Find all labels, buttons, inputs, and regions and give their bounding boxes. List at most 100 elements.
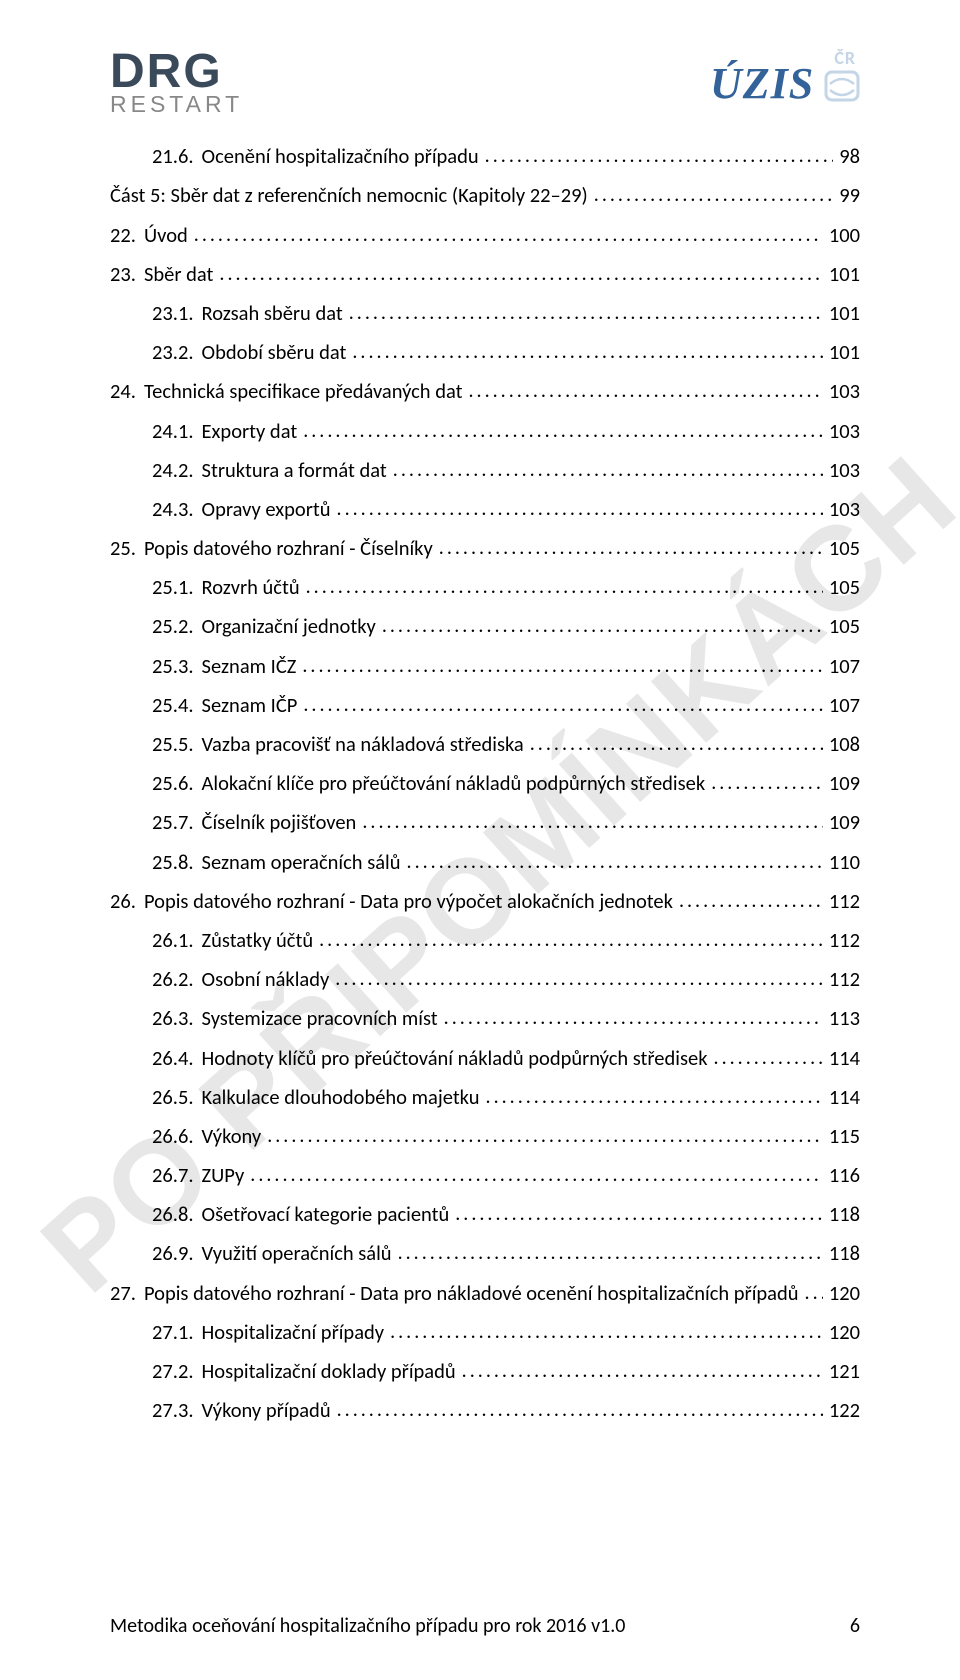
toc-entry-number: 22. (110, 225, 136, 246)
toc-leader-dots (302, 655, 822, 676)
toc-entry-number: 25.8. (152, 852, 194, 873)
toc-entry[interactable]: Část 5: Sběr dat z referenčních nemocnic… (110, 185, 860, 206)
toc-entry-page: 122 (829, 1400, 860, 1421)
toc-entry-page: 98 (839, 146, 860, 167)
toc-entry[interactable]: 22.Úvod100 (110, 225, 860, 246)
toc-entry-title: Systemizace pracovních míst (202, 1008, 438, 1029)
toc-entry-number: 25.4. (152, 695, 194, 716)
toc-entry-page: 118 (829, 1243, 860, 1264)
logo-restart-text: RESTART (110, 91, 243, 118)
logo-uzis-cr: ČR (834, 47, 856, 69)
toc-entry-page: 103 (829, 381, 860, 402)
logo-drg-restart: DRG RESTART (110, 50, 243, 118)
toc-entry[interactable]: 25.6. Alokační klíče pro přeúčtování nákl… (152, 773, 860, 794)
toc-leader-dots (306, 576, 823, 597)
toc-entry-title: Vazba pracovišť na nákladová střediska (202, 734, 524, 755)
toc-entry-page: 110 (829, 852, 860, 873)
toc-entry-page: 105 (829, 538, 860, 559)
toc-leader-dots (485, 145, 834, 166)
toc-entry-number: 27.2. (152, 1361, 194, 1382)
toc-entry-page: 120 (829, 1322, 860, 1343)
toc-entry-number: 25.5. (152, 734, 194, 755)
toc-entry[interactable]: 24.Technická specifikace předávaných dat… (110, 381, 860, 402)
toc-leader-dots (250, 1164, 823, 1185)
toc-entry[interactable]: 26.6.Výkony115 (152, 1126, 860, 1147)
toc-entry[interactable]: 26.4.Hodnoty klíčů pro přeúčtování nákla… (152, 1048, 860, 1069)
toc-leader-dots (468, 380, 822, 401)
toc-entry[interactable]: 25.5. Vazba pracovišť na nákladová středi… (152, 734, 860, 755)
toc-entry[interactable]: 26.8.Ošetřovací kategorie pacientů118 (152, 1204, 860, 1225)
toc-entry[interactable]: 23.1.Rozsah sběru dat101 (152, 303, 860, 324)
toc-entry-page: 100 (829, 225, 860, 246)
toc-entry-number: 26.2. (152, 969, 194, 990)
toc-entry-title: Výkony případů (202, 1400, 331, 1421)
toc-leader-dots (382, 615, 823, 636)
toc-entry-title: Kalkulace dlouhodobého majetku (202, 1087, 480, 1108)
toc-entry-title: Využití operačních sálů (202, 1243, 392, 1264)
toc-leader-dots (194, 224, 823, 245)
toc-leader-dots (462, 1360, 823, 1381)
toc-entry[interactable]: 23.2.Období sběru dat101 (152, 342, 860, 363)
toc-entry[interactable]: 25.Popis datového rozhraní - Číselníky10… (110, 538, 860, 559)
toc-entry-number: 26.5. (152, 1087, 194, 1108)
toc-entry-number: 24.2. (152, 460, 194, 481)
toc-entry-page: 114 (829, 1087, 860, 1108)
toc-leader-dots (303, 694, 822, 715)
toc-entry-number: 25.1. (152, 577, 194, 598)
toc-entry[interactable]: 26.Popis datového rozhraní - Data pro vý… (110, 891, 860, 912)
toc-entry[interactable]: 26.7.ZUPy116 (152, 1165, 860, 1186)
toc-entry[interactable]: 27.2.Hospitalizační doklady případů121 (152, 1361, 860, 1382)
toc-entry-title: Výkony (202, 1126, 262, 1147)
toc-entry-page: 101 (829, 342, 860, 363)
toc-entry-title: Organizační jednotky (202, 616, 376, 637)
toc-entry[interactable]: 26.5. Kalkulace dlouhodobého majetku 114 (152, 1087, 860, 1108)
toc-entry[interactable]: 26.9.Využití operačních sálů118 (152, 1243, 860, 1264)
toc-entry-number: 23. (110, 264, 136, 285)
toc-entry-page: 116 (829, 1165, 860, 1186)
toc-leader-dots (267, 1125, 823, 1146)
toc-leader-dots (393, 459, 823, 480)
toc-entry[interactable]: 25.8. Seznam operačních sálů 110 (152, 852, 860, 873)
toc-leader-dots (486, 1086, 823, 1107)
logo-uzis: ČR ÚZIS (710, 50, 860, 112)
toc-leader-dots (319, 929, 823, 950)
toc-entry-number: 23.1. (152, 303, 194, 324)
uzis-emblem-icon (824, 68, 860, 104)
toc-entry-number: 25.2. (152, 616, 194, 637)
toc-entry-title: Seznam operačních sálů (202, 852, 401, 873)
toc-entry[interactable]: 23.Sběr dat101 (110, 264, 860, 285)
toc-entry[interactable]: 21.6.Ocenění hospitalizačního případu98 (152, 146, 860, 167)
toc-entry-title: Sběr dat (144, 264, 213, 285)
toc-entry[interactable]: 26.2.Osobní náklady112 (152, 969, 860, 990)
toc-entry[interactable]: 25.1.Rozvrh účtů105 (152, 577, 860, 598)
toc-leader-dots (362, 811, 822, 832)
document-page: PO PŘIPOMÍNKÁCH DRG RESTART ČR ÚZIS 21.6… (0, 0, 960, 1680)
toc-entry[interactable]: 25.4. Seznam IČP 107 (152, 695, 860, 716)
toc-entry-number: 26.3. (152, 1008, 194, 1029)
toc-entry[interactable]: 25.3.Seznam IČZ107 (152, 656, 860, 677)
toc-entry-page: 107 (829, 695, 860, 716)
toc-entry[interactable]: 27.1.Hospitalizační případy120 (152, 1322, 860, 1343)
toc-entry-number: 26.7. (152, 1165, 194, 1186)
toc-entry[interactable]: 26.1.Zůstatky účtů112 (152, 930, 860, 951)
toc-entry-title: Zůstatky účtů (202, 930, 314, 951)
toc-entry-number: 27.1. (152, 1322, 194, 1343)
toc-entry[interactable]: 24.3.Opravy exportů103 (152, 499, 860, 520)
toc-entry-title: Seznam IČP (202, 695, 298, 716)
toc-entry-number: 25.6. (152, 773, 194, 794)
toc-entry[interactable]: 27.3.Výkony případů122 (152, 1400, 860, 1421)
toc-entry[interactable]: 24.1.Exporty dat103 (152, 421, 860, 442)
toc-entry[interactable]: 27.Popis datového rozhraní - Data pro ná… (110, 1283, 860, 1304)
toc-entry-title: Alokační klíče pro přeúčtování nákladů p… (202, 773, 706, 794)
toc-entry-number: 26.4. (152, 1048, 194, 1069)
toc-entry-title: Popis datového rozhraní - Data pro výpoč… (144, 891, 673, 912)
toc-entry[interactable]: 25.7.Číselník pojišťoven109 (152, 812, 860, 833)
toc-entry[interactable]: 26.3.Systemizace pracovních míst113 (152, 1008, 860, 1029)
toc-entry-page: 109 (829, 773, 860, 794)
toc-entry[interactable]: 25.2.Organizační jednotky105 (152, 616, 860, 637)
toc-entry-title: Popis datového rozhraní - Data pro nákla… (144, 1283, 799, 1304)
toc-entry-page: 112 (829, 930, 860, 951)
toc-entry[interactable]: 24.2.Struktura a formát dat103 (152, 460, 860, 481)
toc-entry-title: Opravy exportů (202, 499, 331, 520)
toc-entry-page: 103 (829, 421, 860, 442)
